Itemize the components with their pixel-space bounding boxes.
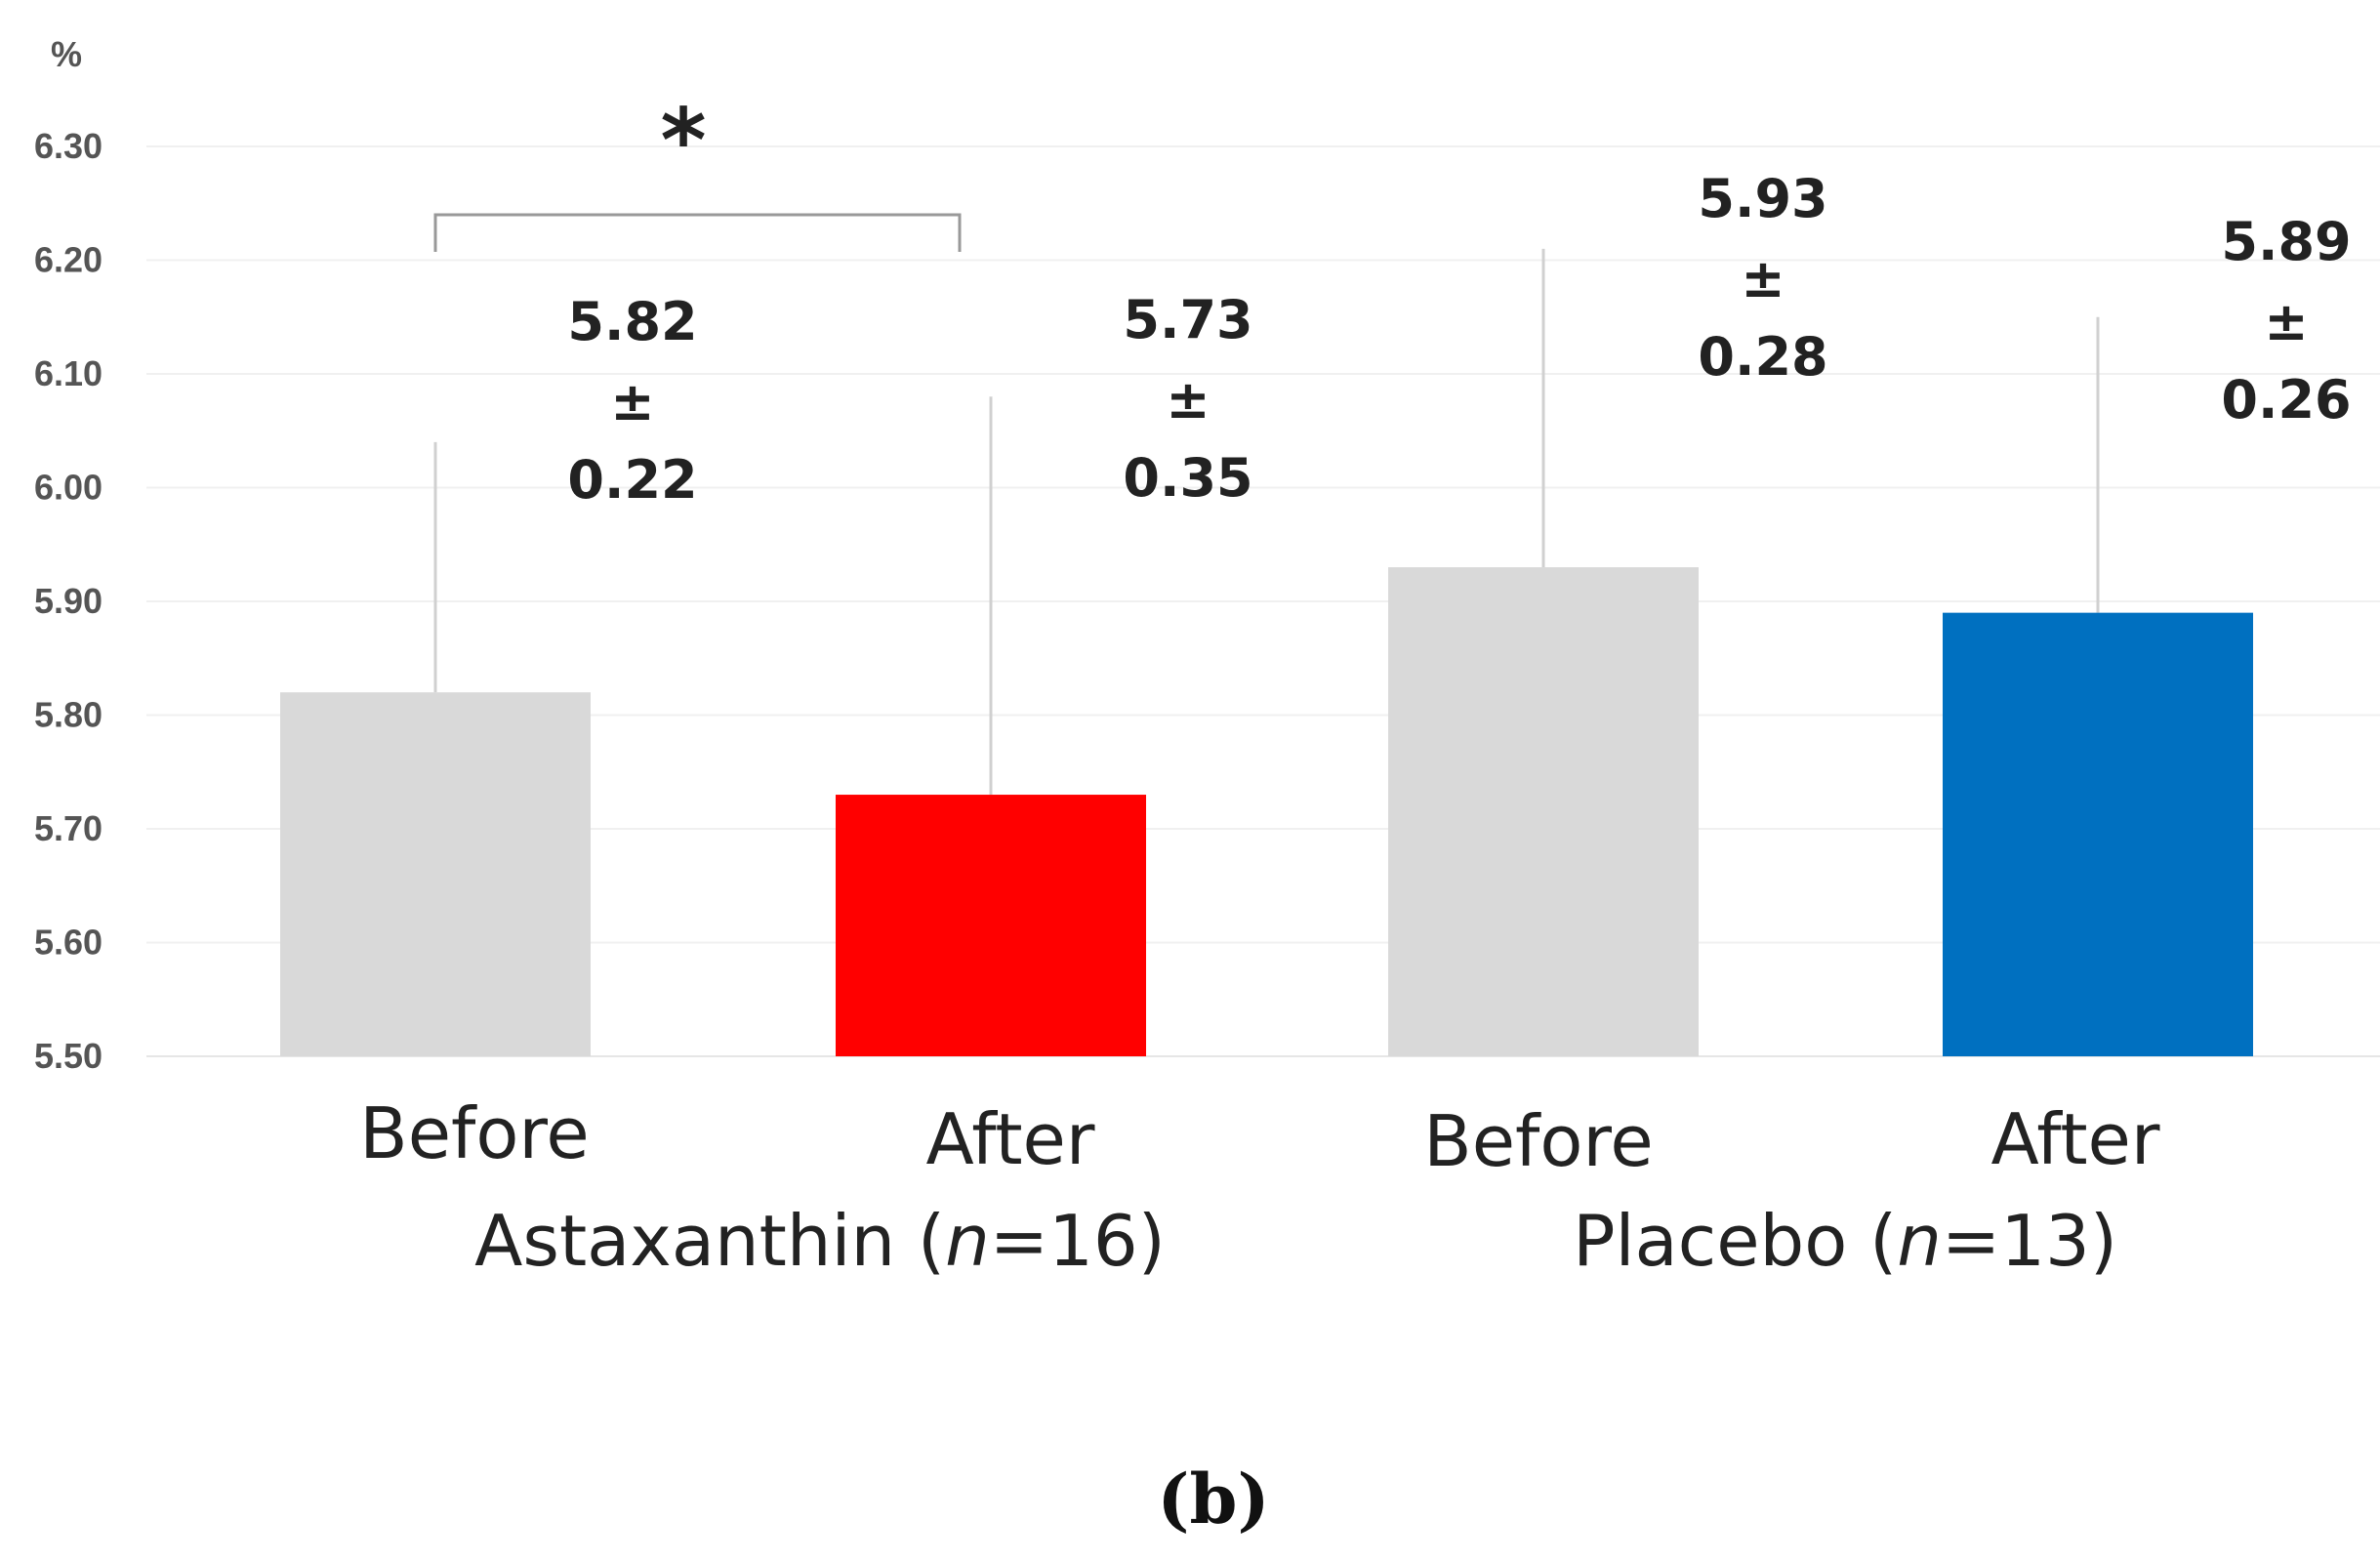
value-label-mean: 5.93 bbox=[1698, 168, 1827, 229]
value-label-sd: 0.35 bbox=[1123, 447, 1252, 509]
value-label-mean: 5.82 bbox=[567, 291, 697, 352]
y-tick-label: 6.00 bbox=[34, 468, 103, 508]
bar bbox=[1943, 612, 2253, 1056]
value-label-mean: 5.73 bbox=[1123, 289, 1252, 350]
y-tick-label: 5.60 bbox=[34, 923, 103, 963]
y-axis-unit: % bbox=[51, 34, 82, 74]
value-label-pm: ± bbox=[2264, 291, 2308, 352]
value-label-sd: 0.26 bbox=[2221, 369, 2351, 431]
bar bbox=[836, 795, 1146, 1056]
y-tick-label: 5.80 bbox=[34, 695, 103, 735]
significance-marker: * bbox=[660, 90, 706, 192]
value-label-pm: ± bbox=[1741, 248, 1785, 309]
value-labels: 5.82 ±0.22 5.73 ±0.35 5.93 ±0.28 5.89 ±0.26 bbox=[567, 168, 2351, 511]
bars bbox=[280, 567, 2253, 1056]
y-tick-label: 5.50 bbox=[34, 1036, 103, 1076]
category-labels: Before After Before After bbox=[359, 1092, 2160, 1182]
value-label-mean: 5.89 bbox=[2221, 211, 2351, 272]
group-label: Placebo (n=13) bbox=[1573, 1200, 2117, 1282]
y-axis-ticks: 5.50 5.60 5.70 5.80 5.90 6.00 6.10 6.20 6.30 bbox=[34, 126, 103, 1076]
y-tick-label: 5.70 bbox=[34, 808, 103, 848]
panel-label: (b) bbox=[1157, 1459, 1269, 1540]
category-label: Before bbox=[1423, 1100, 1653, 1182]
value-label-pm: ± bbox=[610, 371, 654, 432]
y-tick-label: 5.90 bbox=[34, 581, 103, 621]
group-label: Astaxanthin (n=16) bbox=[474, 1200, 1166, 1282]
group-labels: Astaxanthin (n=16) Placebo (n=13) bbox=[474, 1200, 2117, 1282]
bar bbox=[280, 692, 591, 1056]
y-tick-label: 6.20 bbox=[34, 240, 103, 280]
value-label-sd: 0.22 bbox=[567, 449, 697, 511]
category-label: Before bbox=[359, 1092, 589, 1174]
error-bars bbox=[433, 248, 2100, 796]
category-label: After bbox=[926, 1098, 1095, 1180]
significance-bracket: * bbox=[433, 90, 962, 252]
value-label-sd: 0.28 bbox=[1698, 326, 1827, 388]
bar bbox=[1388, 567, 1699, 1056]
significance-line bbox=[433, 213, 962, 252]
category-label: After bbox=[1991, 1098, 2160, 1180]
y-tick-label: 6.10 bbox=[34, 353, 103, 393]
y-tick-label: 6.30 bbox=[34, 126, 103, 166]
value-label-pm: ± bbox=[1166, 369, 1210, 431]
